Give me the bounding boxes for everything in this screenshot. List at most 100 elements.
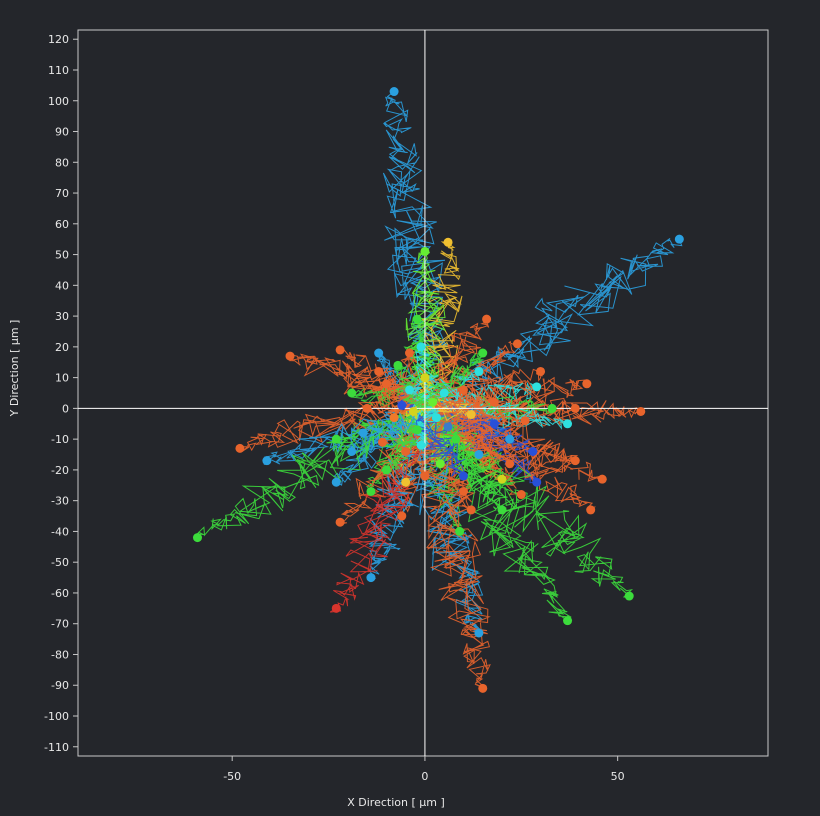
y-tick-label: -80: [51, 648, 69, 661]
y-tick-label: 60: [55, 218, 69, 231]
track-endpoint: [347, 388, 357, 398]
track-endpoint: [381, 465, 391, 475]
track-endpoint: [335, 517, 345, 527]
y-tick-label: 90: [55, 126, 69, 139]
y-tick-label: -70: [51, 618, 69, 631]
track-endpoint: [563, 616, 573, 626]
track-endpoint: [401, 446, 411, 456]
track-endpoint: [547, 403, 557, 413]
track-endpoint: [532, 477, 542, 487]
y-tick-label: -110: [44, 741, 69, 754]
track-path: [422, 352, 485, 410]
y-tick-label: -100: [44, 710, 69, 723]
track-endpoint: [331, 603, 341, 613]
track-endpoint: [408, 406, 418, 416]
track-endpoint: [331, 477, 341, 487]
track-endpoint: [466, 505, 476, 515]
track-endpoint: [420, 373, 430, 383]
y-tick-label: -40: [51, 525, 69, 538]
track-endpoint: [428, 397, 438, 407]
track-endpoint: [520, 416, 530, 426]
track-endpoint: [532, 382, 542, 392]
track-endpoint: [489, 419, 499, 429]
y-tick-label: -60: [51, 587, 69, 600]
track-endpoint: [416, 440, 426, 450]
y-tick-label: 80: [55, 156, 69, 169]
track-endpoint: [586, 505, 596, 515]
track-endpoint: [405, 348, 415, 358]
track-endpoint: [405, 385, 415, 395]
track-path: [421, 237, 683, 409]
track-path: [405, 385, 437, 410]
track-endpoint: [416, 342, 426, 352]
y-tick-label: -50: [51, 556, 69, 569]
track-endpoint: [366, 573, 376, 583]
track-endpoint: [389, 413, 399, 423]
track-endpoint: [458, 385, 468, 395]
track-endpoint: [466, 410, 476, 420]
track-endpoint: [412, 314, 422, 324]
track-endpoint: [582, 379, 592, 389]
track-endpoint: [455, 526, 465, 536]
track-endpoint: [435, 459, 445, 469]
track-endpoint: [443, 422, 453, 432]
y-tick-label: -10: [51, 433, 69, 446]
y-tick-label: 50: [55, 249, 69, 262]
track-endpoint: [474, 628, 484, 638]
x-axis-ticks: -50 0 50: [223, 756, 625, 783]
track-endpoint: [412, 425, 422, 435]
track-endpoint: [431, 413, 441, 423]
y-axis-title: Y Direction [ μm ]: [8, 320, 21, 418]
y-tick-label: 120: [48, 33, 69, 46]
y-tick-label: -30: [51, 495, 69, 508]
y-tick-label: 40: [55, 279, 69, 292]
track-endpoint: [478, 683, 488, 693]
track-path: [196, 398, 430, 538]
track-endpoint: [439, 388, 449, 398]
track-path: [420, 406, 634, 598]
track-endpoint: [505, 459, 515, 469]
track-endpoint: [497, 474, 507, 484]
y-tick-label: 100: [48, 95, 69, 108]
x-tick-label: 50: [611, 770, 625, 783]
track-endpoint: [393, 360, 403, 370]
y-tick-label: 20: [55, 341, 69, 354]
track-endpoint: [458, 486, 468, 496]
track-endpoint: [474, 366, 484, 376]
track-endpoint: [624, 591, 634, 601]
endpoints-layer: [192, 87, 684, 693]
x-axis-title: X Direction [ μm ]: [347, 796, 445, 809]
track-endpoint: [563, 419, 573, 429]
track-endpoint: [420, 246, 430, 256]
track-endpoint: [570, 403, 580, 413]
track-endpoint: [512, 339, 522, 349]
track-endpoint: [528, 446, 538, 456]
track-endpoint: [674, 234, 684, 244]
track-endpoint: [389, 87, 399, 97]
track-endpoint: [285, 351, 295, 361]
track-endpoint: [474, 450, 484, 460]
track-endpoint: [235, 443, 245, 453]
track-endpoint: [443, 237, 453, 247]
track-endpoint: [420, 471, 430, 481]
y-tick-label: 30: [55, 310, 69, 323]
tracks-layer: [196, 91, 683, 690]
track-endpoint: [478, 348, 488, 358]
track-endpoint: [192, 533, 202, 543]
track-endpoint: [331, 434, 341, 444]
track-endpoint: [262, 456, 272, 466]
track-endpoint: [497, 505, 507, 515]
y-tick-label: 10: [55, 372, 69, 385]
track-endpoint: [362, 403, 372, 413]
track-endpoint: [570, 456, 580, 466]
track-endpoint: [505, 434, 515, 444]
track-endpoint: [482, 314, 492, 324]
y-tick-label: 110: [48, 64, 69, 77]
x-tick-label: -50: [223, 770, 241, 783]
track-endpoint: [374, 348, 384, 358]
track-endpoint: [366, 486, 376, 496]
y-tick-label: 70: [55, 187, 69, 200]
track-endpoint: [381, 379, 391, 389]
track-endpoint: [378, 437, 388, 447]
track-endpoint: [597, 474, 607, 484]
